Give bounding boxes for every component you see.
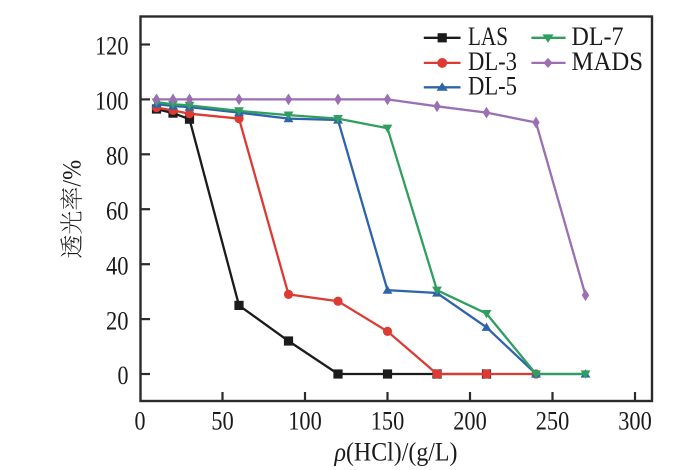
svg-text:DL-3: DL-3 bbox=[468, 47, 517, 76]
svg-text:/%: /% bbox=[57, 160, 86, 187]
svg-text:250: 250 bbox=[536, 407, 570, 436]
svg-text:80: 80 bbox=[106, 142, 129, 171]
svg-text:MADS: MADS bbox=[572, 47, 644, 76]
svg-text:150: 150 bbox=[371, 407, 405, 436]
svg-text:50: 50 bbox=[211, 407, 234, 436]
svg-text:40: 40 bbox=[106, 251, 129, 280]
svg-text:0: 0 bbox=[135, 407, 146, 436]
svg-text:300: 300 bbox=[618, 407, 652, 436]
svg-text:DL-5: DL-5 bbox=[468, 71, 517, 100]
svg-text:100: 100 bbox=[95, 87, 129, 116]
svg-text:100: 100 bbox=[288, 407, 322, 436]
svg-text:20: 20 bbox=[106, 306, 129, 335]
svg-text:LAS: LAS bbox=[468, 22, 508, 51]
svg-text:0: 0 bbox=[118, 361, 129, 390]
svg-text:120: 120 bbox=[95, 32, 129, 61]
svg-text:200: 200 bbox=[453, 407, 487, 436]
svg-text:ρ(HCl)/(g/L): ρ(HCl)/(g/L) bbox=[334, 438, 458, 467]
svg-text:DL-7: DL-7 bbox=[572, 22, 624, 51]
svg-text:60: 60 bbox=[106, 196, 129, 225]
